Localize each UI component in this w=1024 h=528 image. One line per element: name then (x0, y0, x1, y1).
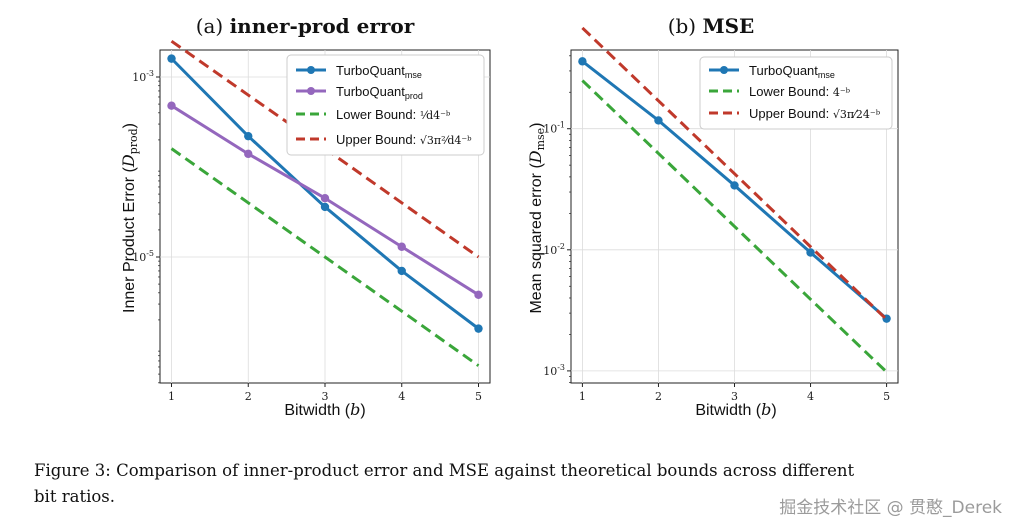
panel-a-xlabel: Bitwidth (b) (284, 400, 365, 419)
panel-a-data (167, 39, 483, 367)
figure: (a) inner-prod error (b) MSE 1 2 3 4 5 10-3 10… (119, 14, 899, 419)
panel-b-ytick-label-0: 10-1 (543, 121, 565, 136)
legend-b-marker-0 (720, 66, 728, 74)
panel-b-series-0-point-1 (654, 116, 663, 125)
panel-a-legend: TurboQuantmse TurboQuantprod Lower Bound… (286, 54, 485, 156)
legend-b-item-1: Lower Bound: 4⁻ᵇ (709, 84, 851, 99)
legend-a-label-2: Lower Bound: ¹⁄d4⁻ᵇ (336, 107, 451, 122)
panel-b-xtick-label-0: 1 (579, 390, 586, 403)
panel-a-series-0-point-3 (397, 266, 406, 276)
legend-a-marker-0 (307, 66, 315, 74)
panel-b-xlabel: Bitwidth (b) (695, 400, 776, 419)
panel-b-series-1-line (581, 79, 888, 374)
panel-a-series-0-point-4 (474, 324, 483, 333)
panel-a-series-0-point-0 (167, 54, 176, 63)
legend-a-label-1: TurboQuantprod (336, 84, 423, 101)
panel-b-ticks: 1 2 3 4 5 10-1 10-2 10-3 (543, 55, 890, 403)
legend-b-label-2: Upper Bound: √3π⁄24⁻ᵇ (749, 106, 881, 121)
panel-a-xtick-label-2: 3 (322, 390, 329, 403)
legend-a-item-0: TurboQuantmse (296, 63, 422, 80)
legend-b-item-0: TurboQuantmse (709, 63, 835, 80)
panel-a-ytick-label-0: 10-3 (132, 69, 154, 84)
panel-b-legend: TurboQuantmse Lower Bound: 4⁻ᵇ Upper Bou… (699, 56, 893, 130)
panel-b-ytick-label-1: 10-2 (543, 242, 565, 257)
legend-a-label-3: Upper Bound: √3π²⁄d4⁻ᵇ (336, 132, 472, 147)
panel-b-series-0-point-3 (806, 248, 815, 257)
panel-b-xtick-label-1: 2 (655, 390, 662, 403)
panel-a-series-0-point-1 (244, 131, 253, 141)
panel-a-series-1-point-1 (244, 149, 253, 159)
legend-b-label-0: TurboQuantmse (749, 63, 835, 80)
caption-line-2: bit ratios. (34, 487, 115, 506)
legend-a-item-3: Upper Bound: √3π²⁄d4⁻ᵇ (296, 132, 472, 147)
legend-a-item-2: Lower Bound: ¹⁄d4⁻ᵇ (296, 107, 451, 122)
panel-a-ytick-label-1: 10-5 (132, 249, 154, 264)
panel-a-xtick-label-4: 5 (475, 390, 482, 403)
panel-a: 1 2 3 4 5 10-3 10-5 Bitwidth (b) Inner Product… (119, 39, 491, 419)
panel-b-ylabel: Mean squared error (Dmse) (526, 122, 547, 313)
figure-caption: Figure 3: Comparison of inner-product er… (34, 458, 1004, 510)
legend-a-item-1: TurboQuantprod (296, 84, 423, 101)
panel-a-ylabel: Inner Product Error (Dprod) (119, 123, 140, 313)
panel-b-title: (b) MSE (668, 14, 755, 38)
legend-a-label-0: TurboQuantmse (336, 63, 422, 80)
panel-a-series-1-point-3 (397, 242, 406, 251)
panel-b-xtick-label-3: 4 (807, 390, 814, 403)
caption-line-1: Figure 3: Comparison of inner-product er… (34, 461, 855, 480)
panel-a-series-1-point-0 (167, 101, 176, 110)
panel-a-xtick-label-0: 1 (168, 390, 175, 403)
panel-a-series-0-point-2 (320, 202, 330, 212)
panel-a-xtick-label-3: 4 (398, 390, 405, 403)
panel-b-series-0-point-0 (578, 57, 587, 66)
panel-b: 1 2 3 4 5 10-1 10-2 10-3 Bitwidth (b) Mean squa… (526, 26, 899, 419)
panel-b-xtick-label-2: 3 (731, 390, 738, 403)
watermark: 掘金技术社区 @ 贯憨_Derek (779, 498, 1002, 518)
panel-b-series-0-point-2 (730, 181, 739, 190)
legend-a-marker-1 (307, 87, 315, 95)
panel-a-series-1-point-2 (320, 194, 330, 203)
panel-a-xtick-label-1: 2 (245, 390, 252, 403)
panel-b-ytick-label-2: 10-3 (543, 363, 565, 378)
panel-b-xtick-label-4: 5 (883, 390, 890, 403)
legend-b-label-1: Lower Bound: 4⁻ᵇ (749, 84, 851, 99)
panel-a-title: (a) inner-prod error (196, 14, 415, 38)
panel-a-ticks: 1 2 3 4 5 10-3 10-5 (132, 69, 482, 403)
legend-b-item-2: Upper Bound: √3π⁄24⁻ᵇ (709, 106, 881, 121)
panel-a-series-1-point-4 (474, 290, 483, 300)
panel-b-series-2-line (581, 26, 888, 321)
panel-b-data (578, 26, 891, 374)
panel-a-series-2-line (170, 147, 480, 367)
